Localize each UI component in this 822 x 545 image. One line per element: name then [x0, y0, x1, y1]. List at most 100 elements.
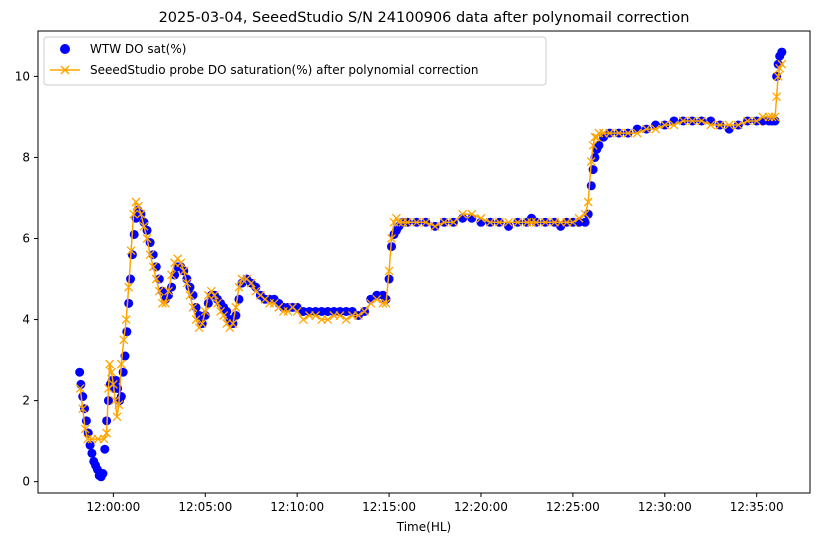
- x-tick-label: 12:30:00: [638, 500, 692, 514]
- data-point-wtw: [772, 71, 782, 81]
- data-point-seeed: [228, 319, 238, 329]
- plot-frame: [37, 30, 811, 494]
- data-point-seeed: [200, 306, 210, 316]
- data-point-seeed: [292, 306, 302, 316]
- data-point-seeed: [378, 298, 388, 308]
- data-point-seeed: [126, 246, 136, 256]
- legend-label-wtw: WTW DO sat(%): [90, 42, 186, 56]
- data-point-seeed: [485, 217, 495, 227]
- data-point-seeed: [341, 315, 351, 325]
- x-axis-label: Time(HL): [396, 520, 451, 534]
- data-point-seeed: [311, 311, 321, 320]
- data-point-seeed: [234, 282, 244, 292]
- data-point-wtw: [594, 140, 604, 150]
- data-point-seeed: [724, 120, 734, 130]
- data-point-seeed: [105, 359, 115, 369]
- data-point-seeed: [421, 217, 431, 227]
- data-point-seeed: [83, 434, 93, 444]
- data-point-seeed: [660, 120, 670, 130]
- data-point-seeed: [715, 120, 725, 130]
- data-point-seeed: [185, 290, 195, 300]
- data-point-seeed: [697, 116, 707, 126]
- data-point-seeed: [605, 128, 615, 138]
- data-point-seeed: [540, 217, 550, 227]
- data-point-seeed: [121, 315, 131, 325]
- y-tick-label: 6: [22, 231, 30, 245]
- data-point-wtw: [100, 444, 110, 454]
- data-point-wtw: [586, 181, 596, 191]
- legend-box: [43, 36, 547, 86]
- legend-label-seeed: SeeedStudio probe DO saturation(%) after…: [90, 63, 479, 77]
- data-point-seeed: [513, 217, 523, 227]
- data-point-wtw: [116, 392, 126, 402]
- data-point-seeed: [767, 112, 777, 122]
- data-point-seeed: [142, 234, 152, 243]
- data-point-seeed: [651, 124, 661, 134]
- series-seeed: [75, 59, 787, 444]
- y-tick-label: 8: [22, 150, 30, 164]
- data-point-seeed: [458, 209, 468, 219]
- data-point-seeed: [151, 274, 161, 284]
- data-point-seeed: [139, 221, 149, 231]
- data-point-seeed: [586, 157, 596, 166]
- data-point-seeed: [439, 217, 449, 227]
- data-point-wtw: [80, 404, 90, 414]
- data-point-seeed: [743, 116, 752, 126]
- data-point-seeed: [107, 367, 116, 377]
- data-point-seeed: [206, 286, 216, 296]
- data-point-seeed: [531, 217, 541, 227]
- data-point-seeed: [467, 209, 477, 219]
- data-point-wtw: [87, 448, 97, 458]
- y-tick-label: 4: [22, 313, 30, 327]
- data-point-seeed: [580, 209, 590, 219]
- data-point-seeed: [773, 71, 783, 81]
- data-point-seeed: [219, 311, 229, 320]
- data-point-seeed: [504, 217, 514, 227]
- data-point-seeed: [623, 128, 633, 138]
- data-point-seeed: [402, 217, 412, 227]
- data-point-seeed: [134, 201, 143, 211]
- data-point-wtw: [231, 310, 241, 320]
- data-point-seeed: [173, 254, 183, 264]
- x-tick-label: 12:10:00: [270, 500, 324, 514]
- data-point-wtw: [384, 274, 394, 284]
- data-point-wtw: [222, 306, 232, 316]
- data-point-seeed: [360, 306, 370, 316]
- data-point-seeed: [209, 290, 219, 300]
- data-point-seeed: [182, 278, 192, 288]
- data-point-seeed: [102, 428, 112, 438]
- data-point-seeed: [448, 217, 458, 227]
- data-point-seeed: [225, 323, 235, 333]
- data-point-seeed: [99, 434, 109, 444]
- data-point-seeed: [353, 311, 363, 320]
- data-point-seeed: [119, 335, 129, 345]
- data-point-seeed: [335, 311, 345, 320]
- data-point-seeed: [632, 128, 642, 138]
- plot-area: [75, 47, 787, 482]
- data-point-seeed: [231, 302, 241, 312]
- data-point-seeed: [770, 112, 780, 122]
- x-tick-label: 12:20:00: [454, 500, 508, 514]
- data-point-seeed: [129, 209, 139, 219]
- data-point-wtw: [777, 47, 787, 57]
- data-point-seeed: [669, 120, 679, 130]
- data-point-wtw: [98, 469, 108, 479]
- data-point-seeed: [733, 120, 743, 130]
- data-point-seeed: [116, 359, 126, 369]
- y-tick-label: 0: [22, 475, 30, 489]
- data-point-seeed: [687, 116, 697, 126]
- legend-marker-wtw: [60, 44, 70, 54]
- data-point-wtw: [129, 229, 139, 239]
- data-point-seeed: [131, 197, 141, 207]
- data-point-seeed: [494, 217, 504, 227]
- data-point-seeed: [412, 217, 422, 227]
- x-tick-label: 12:35:00: [730, 500, 784, 514]
- x-tick-label: 12:00:00: [86, 500, 140, 514]
- data-point-seeed: [75, 383, 85, 393]
- data-point-seeed: [145, 250, 155, 260]
- data-point-seeed: [323, 315, 333, 325]
- data-point-seeed: [216, 306, 226, 316]
- data-point-seeed: [148, 262, 158, 272]
